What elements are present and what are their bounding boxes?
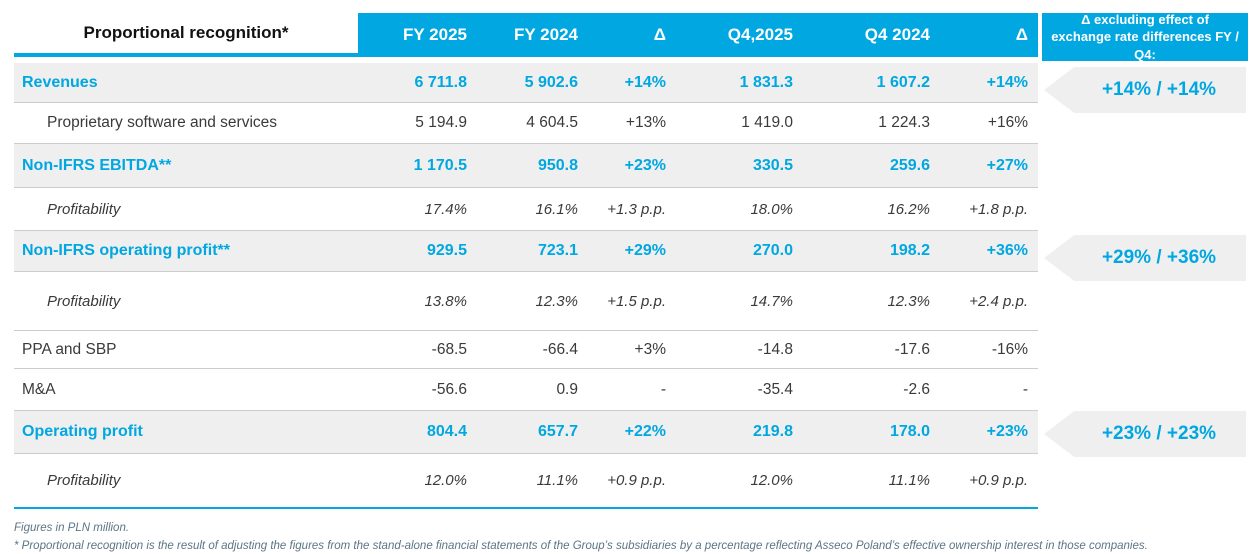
value-cell: +22%	[624, 423, 666, 440]
value-cell: +14%	[986, 73, 1028, 91]
value-cell: 1 831.3	[739, 73, 793, 91]
value-cell: 929.5	[426, 242, 467, 259]
value-cell: 5 194.9	[415, 114, 467, 131]
value-cell: +2.4 p.p.	[969, 292, 1028, 310]
table-row-ebitda-profitability: Profitability 17.4% 16.1% +1.3 p.p. 18.0…	[14, 188, 1038, 231]
value-cell: +23%	[986, 423, 1028, 440]
value-cell: +36%	[986, 242, 1028, 259]
table-row-ebitda: Non-IFRS EBITDA** 1 170.5 950.8 +23% 330…	[14, 144, 1038, 188]
value-cell: 12.0%	[424, 472, 467, 489]
row-label: PPA and SBP	[22, 340, 117, 358]
callout-arrow-revenues: +14% / +14%	[1044, 67, 1246, 113]
value-cell: 657.7	[537, 423, 578, 440]
row-label: Profitability	[47, 200, 121, 218]
value-cell: 1 170.5	[413, 156, 467, 174]
row-label: Profitability	[47, 292, 121, 310]
value-cell: 4 604.5	[526, 114, 578, 131]
value-cell: +3%	[634, 340, 666, 358]
value-cell: +0.9 p.p.	[969, 472, 1028, 489]
value-cell: -17.6	[894, 340, 930, 358]
table-title: Proportional recognition*	[14, 13, 358, 57]
value-cell: 259.6	[889, 156, 930, 174]
row-label: Non-IFRS EBITDA**	[22, 156, 172, 174]
row-label: Profitability	[47, 472, 121, 489]
value-cell: 16.2%	[887, 200, 930, 218]
value-cell: 17.4%	[424, 200, 467, 218]
value-cell: 0.9	[556, 380, 578, 398]
value-cell: -2.6	[903, 380, 930, 398]
value-cell: 804.4	[426, 423, 467, 440]
col-header-fy2024: FY 2024	[477, 13, 588, 57]
value-cell: +29%	[624, 242, 666, 259]
footer-divider-line	[14, 507, 1038, 509]
value-cell: -	[660, 380, 666, 398]
table-row-proprietary-software: Proprietary software and services 5 194.…	[14, 103, 1038, 144]
value-cell: -	[1022, 380, 1028, 398]
value-cell: -66.4	[542, 340, 578, 358]
value-cell: 1 224.3	[878, 114, 930, 131]
footnote-definition: * Proportional recognition is the result…	[14, 539, 1148, 552]
value-cell: +1.5 p.p.	[607, 292, 666, 310]
value-cell: 18.0%	[750, 200, 793, 218]
row-label: Revenues	[22, 73, 98, 91]
table-row-operating-profit: Operating profit 804.4 657.7 +22% 219.8 …	[14, 411, 1038, 454]
value-cell: +14%	[624, 73, 666, 91]
value-cell: -35.4	[757, 380, 793, 398]
value-cell: -16%	[991, 340, 1028, 358]
value-cell: 178.0	[889, 423, 930, 440]
value-cell: +16%	[987, 114, 1028, 131]
value-cell: +23%	[624, 156, 666, 174]
table-body: Revenues 6 711.8 5 902.6 +14% 1 831.3 1 …	[14, 63, 1038, 507]
value-cell: 950.8	[537, 156, 578, 174]
value-cell: 6 711.8	[414, 73, 468, 91]
col-header-q42025: Q4,2025	[676, 13, 803, 57]
value-cell: 12.3%	[535, 292, 578, 310]
callout-arrow-operating-profit-nonifrs: +29% / +36%	[1044, 235, 1246, 281]
callout-arrow-operating-profit: +23% / +23%	[1044, 411, 1246, 457]
value-cell: 12.0%	[750, 472, 793, 489]
table-row-final-profitability: Profitability 12.0% 11.1% +0.9 p.p. 12.0…	[14, 454, 1038, 507]
row-label: M&A	[22, 380, 56, 398]
table-row-revenues: Revenues 6 711.8 5 902.6 +14% 1 831.3 1 …	[14, 63, 1038, 103]
value-cell: 13.8%	[424, 292, 467, 310]
financial-table: Proportional recognition* FY 2025 FY 202…	[14, 13, 1148, 554]
value-cell: 14.7%	[750, 292, 793, 310]
row-label: Proprietary software and services	[47, 114, 278, 131]
table-row-ppa-sbp: PPA and SBP -68.5 -66.4 +3% -14.8 -17.6 …	[14, 331, 1038, 369]
callout-header: Δ excluding effect of exchange rate diff…	[1042, 12, 1248, 62]
col-header-q42024: Q4 2024	[803, 13, 940, 57]
value-cell: 1 419.0	[741, 114, 793, 131]
value-cell: 270.0	[752, 242, 793, 259]
value-cell: +0.9 p.p.	[607, 472, 666, 489]
value-cell: -68.5	[431, 340, 467, 358]
value-cell: 198.2	[889, 242, 930, 259]
value-cell: 16.1%	[535, 200, 578, 218]
value-cell: -14.8	[757, 340, 793, 358]
row-label: Operating profit	[22, 423, 143, 440]
row-label: Non-IFRS operating profit**	[22, 242, 230, 259]
table-row-ma: M&A -56.6 0.9 - -35.4 -2.6 -	[14, 369, 1038, 411]
value-cell: +13%	[625, 114, 666, 131]
value-cell: 330.5	[752, 156, 793, 174]
value-cell: +1.3 p.p.	[607, 200, 666, 218]
value-cell: -56.6	[431, 380, 467, 398]
value-cell: 723.1	[537, 242, 578, 259]
value-cell: 5 902.6	[524, 73, 578, 91]
footnote-units: Figures in PLN million.	[14, 522, 130, 534]
col-header-delta-fy: Δ	[588, 13, 676, 57]
value-cell: 11.1%	[536, 472, 578, 489]
col-header-delta-q4: Δ	[940, 13, 1038, 57]
value-cell: +1.8 p.p.	[969, 200, 1028, 218]
value-cell: 12.3%	[887, 292, 930, 310]
value-cell: 219.8	[752, 423, 793, 440]
table-row-opprofit-profitability: Profitability 13.8% 12.3% +1.5 p.p. 14.7…	[14, 272, 1038, 331]
col-header-fy2025: FY 2025	[358, 13, 477, 57]
table-row-operating-profit-nonifrs: Non-IFRS operating profit** 929.5 723.1 …	[14, 231, 1038, 272]
footnotes: Figures in PLN million. * Proportional r…	[14, 520, 1148, 554]
table-header-row: Proportional recognition* FY 2025 FY 202…	[14, 13, 1038, 57]
value-cell: +27%	[986, 156, 1028, 174]
value-cell: 1 607.2	[876, 73, 930, 91]
value-cell: 11.1%	[888, 472, 930, 489]
